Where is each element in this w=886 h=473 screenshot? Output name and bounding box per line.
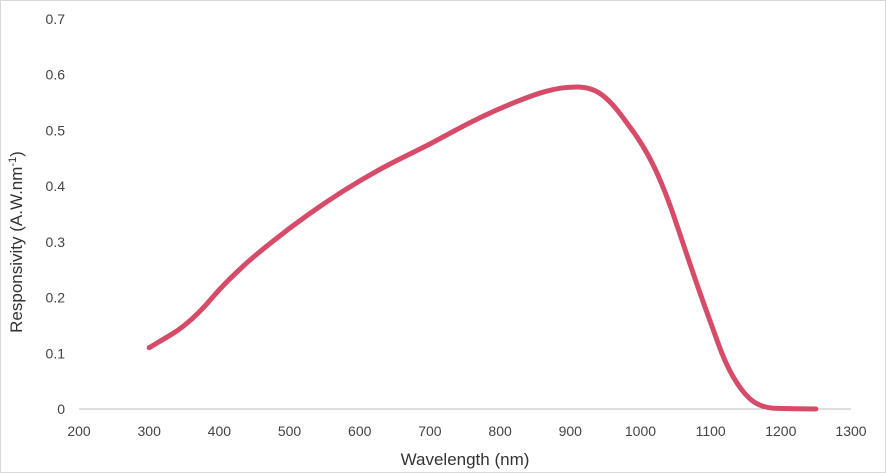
- x-tick-label: 1100: [696, 423, 726, 439]
- x-tick-label: 1300: [835, 423, 866, 439]
- y-tick-label: 0.5: [46, 122, 66, 138]
- x-tick-label: 500: [278, 423, 302, 439]
- x-tick-label: 400: [208, 423, 232, 439]
- x-tick-label: 300: [138, 423, 162, 439]
- x-axis-title: Wavelength (nm): [401, 450, 530, 469]
- y-tick-label: 0.7: [46, 11, 66, 27]
- y-tick-label: 0.1: [46, 345, 66, 361]
- x-tick-label: 700: [418, 423, 442, 439]
- x-tick-label: 600: [348, 423, 372, 439]
- y-axis-title-prefix: Responsivity (A.W.nm: [7, 167, 26, 333]
- series-line: [146, 84, 819, 412]
- x-tick-label: 200: [67, 423, 91, 439]
- y-axis-title-superscript: -1: [7, 157, 19, 167]
- x-tick-label: 900: [559, 423, 583, 439]
- y-tick-label: 0.3: [46, 234, 66, 250]
- y-tick-label: 0.6: [46, 67, 66, 83]
- x-tick-label: 1000: [625, 423, 656, 439]
- y-tick-label: 0.2: [46, 290, 66, 306]
- y-axis-title-suffix: ): [7, 151, 26, 157]
- x-tick-label: 800: [488, 423, 512, 439]
- y-tick-label: 0.4: [46, 178, 66, 194]
- x-tick-label: 1200: [765, 423, 796, 439]
- x-tick-labels: 200 300 400 500 600 700 800 900 1000 1100 1200 1300: [67, 423, 866, 439]
- y-tick-label: 0: [57, 401, 65, 417]
- y-axis-title: Responsivity (A.W.nm-1): [7, 151, 26, 333]
- y-tick-labels: 0 0.1 0.2 0.3 0.4 0.5 0.6 0.7: [46, 11, 66, 417]
- series-layer: [146, 84, 819, 412]
